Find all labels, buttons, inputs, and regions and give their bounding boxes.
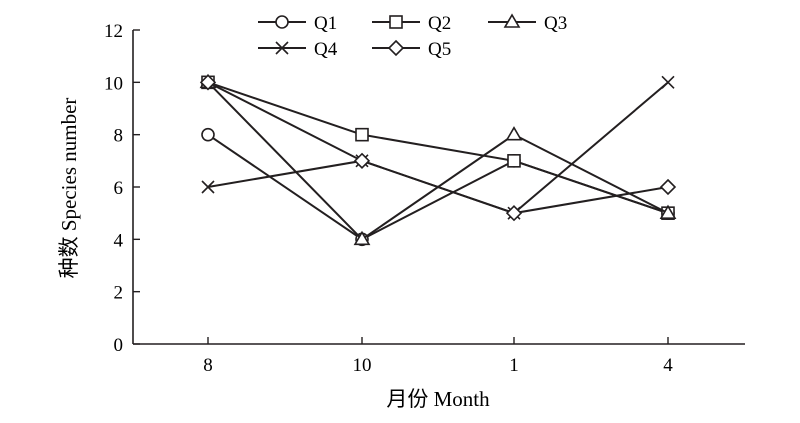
data-point [505, 205, 523, 222]
legend-label: Q5 [428, 39, 451, 60]
data-point [353, 152, 371, 169]
legend-item-q3: Q3 [488, 13, 567, 34]
x-tick-label: 10 [353, 355, 372, 376]
legend-marker [389, 15, 403, 29]
series-line [207, 81, 669, 215]
legend-marker [275, 41, 289, 55]
chart-axes [132, 29, 745, 345]
legend: Q1 Q2 Q3 Q4 Q5 [258, 13, 567, 60]
y-tick-label: 12 [104, 21, 123, 42]
y-tick-label: 0 [114, 335, 124, 356]
x-axis-title: 月份 Month [386, 387, 490, 411]
legend-marker [503, 13, 521, 28]
y-tick-label: 10 [104, 73, 123, 94]
y-tick-label: 8 [114, 126, 124, 147]
x-tick-label: 8 [203, 355, 213, 376]
series-layer [199, 73, 677, 247]
data-point [201, 127, 215, 142]
legend-marker [275, 15, 289, 29]
y-axis-title: 种数 Species number [57, 98, 81, 279]
data-point [659, 178, 677, 196]
legend-item-q1: Q1 [258, 13, 337, 34]
data-point [507, 154, 521, 168]
legend-marker [387, 39, 405, 57]
legend-label: Q3 [544, 13, 567, 34]
series-q3 [199, 73, 677, 246]
data-point [505, 126, 523, 141]
data-point [201, 180, 215, 194]
series-line [207, 81, 669, 215]
legend-item-q4: Q4 [258, 39, 338, 60]
legend-item-q5: Q5 [372, 39, 451, 60]
legend-label: Q1 [314, 13, 337, 34]
data-point [661, 75, 675, 89]
y-tick-labels: 0 2 4 6 8 10 12 [104, 21, 124, 356]
series-q5 [199, 74, 677, 222]
legend-item-q2: Q2 [372, 13, 451, 34]
y-tick-label: 6 [114, 178, 124, 199]
x-tick-labels: 8 10 1 4 [203, 355, 673, 376]
x-tick-label: 1 [509, 355, 519, 376]
data-point [353, 230, 371, 246]
data-point [355, 127, 369, 142]
y-tick-label: 2 [114, 283, 124, 304]
data-point [199, 74, 217, 91]
x-tick-label: 4 [663, 355, 673, 376]
y-tick-label: 4 [114, 230, 124, 251]
legend-label: Q4 [314, 39, 338, 60]
legend-label: Q2 [428, 13, 451, 34]
data-point [659, 204, 677, 219]
